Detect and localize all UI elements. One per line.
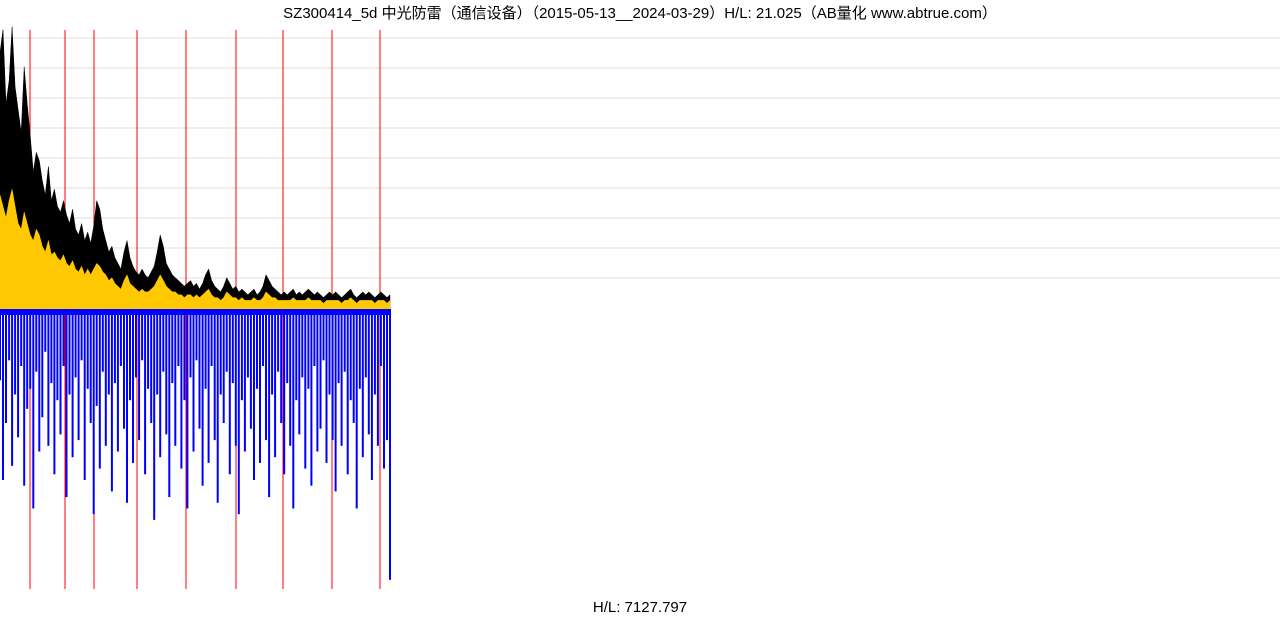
chart-title: SZ300414_5d 中光防雷（通信设备）（2015-05-13__2024-… [0,2,1280,23]
chart-footer: H/L: 7127.797 [0,599,1280,616]
chart-area [0,24,1280,594]
chart-svg [0,24,1280,594]
